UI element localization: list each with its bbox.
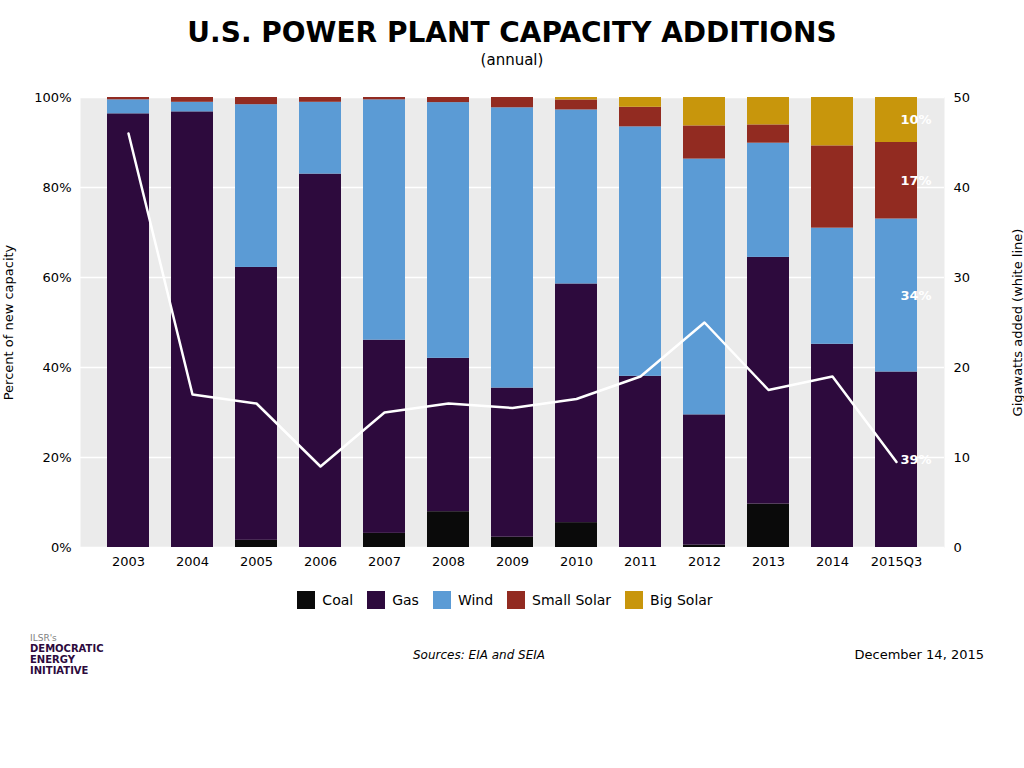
svg-text:2009: 2009 [496,554,529,569]
html-text:Big Solar: Big Solar [650,591,713,608]
svg-text:20%: 20% [43,450,72,465]
html-text:(annual): (annual) [480,51,544,69]
svg-text:2012: 2012 [688,554,721,569]
svg-text:2003: 2003 [112,554,145,569]
html-text:Coal: Coal [322,591,354,608]
svg-text:2006: 2006 [304,554,337,569]
html-text:December 14, 2015: December 14, 2015 [854,647,984,662]
svg-text:2004: 2004 [176,554,209,569]
html-text:U.S. POWER PLANT CAPACITY ADDI: U.S. POWER PLANT CAPACITY ADDITIONS [187,16,837,49]
svg-text:10%: 10% [901,112,932,127]
svg-text:2011: 2011 [624,554,657,569]
svg-text:50: 50 [954,90,971,105]
html-text:Sources: EIA and SEIA: Sources: EIA and SEIA [413,647,545,662]
svg-text:0%: 0% [51,540,72,555]
html-text:Gas: Gas [392,591,419,608]
svg-text:17%: 17% [901,173,932,188]
html-text:ILSR's: ILSR's [30,633,57,643]
html-text:DEMOCRATIC ENERGY INITIATIVE: DEMOCRATIC ENERGY INITIATIVE [30,643,104,676]
svg-text:34%: 34% [901,288,932,303]
svg-text:Percent of new capacity: Percent of new capacity [1,244,16,400]
html-text:Small Solar: Small Solar [532,591,612,608]
svg-text:10: 10 [954,450,971,465]
svg-text:40: 40 [954,180,971,195]
svg-text:2013: 2013 [752,554,785,569]
svg-text:2005: 2005 [240,554,273,569]
svg-text:80%: 80% [43,180,72,195]
svg-text:100%: 100% [34,90,71,105]
svg-text:30: 30 [954,270,971,285]
svg-text:2014: 2014 [816,554,849,569]
svg-text:0: 0 [954,540,962,555]
svg-text:2008: 2008 [432,554,465,569]
svg-text:2015Q3: 2015Q3 [871,554,923,569]
svg-text:Gigawatts added (white line): Gigawatts added (white line) [1010,229,1024,417]
svg-text:20: 20 [954,360,971,375]
html-text:Wind: Wind [457,591,494,608]
svg-text:2010: 2010 [560,554,593,569]
svg-text:39%: 39% [901,452,932,467]
svg-text:2007: 2007 [368,554,401,569]
svg-text:40%: 40% [43,360,72,375]
svg-text:60%: 60% [43,270,72,285]
